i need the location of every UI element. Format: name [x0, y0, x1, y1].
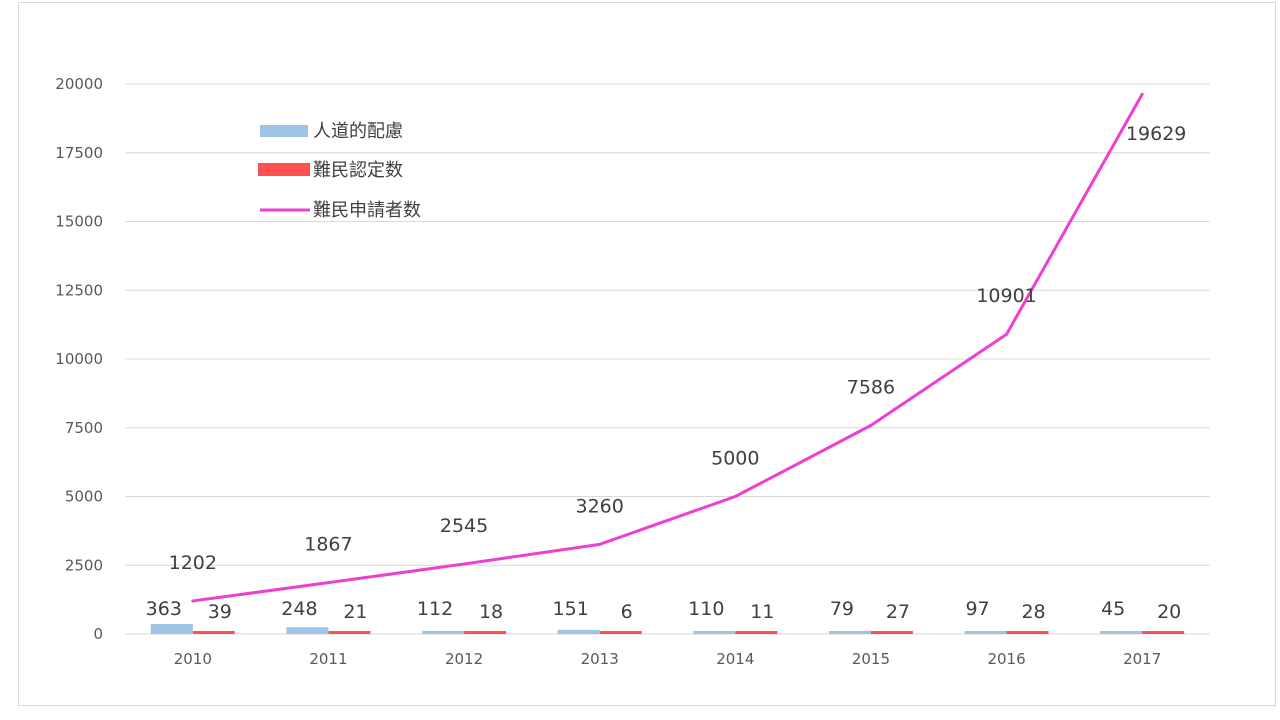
data-label-applicants: 10901 — [976, 285, 1036, 307]
data-label-humanitarian: 79 — [830, 598, 854, 620]
y-tick-label: 7500 — [65, 419, 103, 437]
line-point-applicants — [191, 599, 195, 603]
bar-recognized — [328, 631, 371, 634]
data-label-humanitarian: 110 — [688, 598, 724, 620]
data-label-recognized: 11 — [750, 601, 774, 623]
data-label-applicants: 1867 — [304, 534, 352, 556]
data-label-applicants: 19629 — [1126, 123, 1186, 145]
line-point-applicants — [733, 495, 737, 498]
data-label-recognized: 39 — [208, 601, 232, 623]
x-tick-label: 2010 — [174, 650, 212, 668]
bar-recognized — [1006, 631, 1049, 634]
data-label-humanitarian: 97 — [965, 598, 989, 620]
data-label-humanitarian: 45 — [1101, 598, 1125, 620]
legend-item-applicants: 難民申請者数 — [260, 200, 421, 221]
data-label-applicants: 3260 — [576, 495, 624, 517]
line-point-applicants — [326, 581, 330, 585]
data-label-recognized: 20 — [1157, 601, 1181, 623]
bar-humanitarian — [964, 631, 1007, 634]
data-label-applicants: 5000 — [711, 448, 759, 470]
legend-label-humanitarian: 人道的配慮 — [313, 121, 403, 142]
data-label-humanitarian: 363 — [146, 598, 182, 620]
data-label-recognized: 21 — [343, 601, 367, 623]
data-label-recognized: 27 — [886, 601, 910, 623]
bar-recognized — [464, 631, 507, 634]
legend: 人道的配慮 難民認定数 難民申請者数 — [258, 121, 421, 221]
legend-swatch-humanitarian — [260, 125, 308, 137]
bar-recognized — [1142, 631, 1185, 634]
legend-label-recognized: 難民認定数 — [313, 160, 403, 181]
bar-humanitarian — [150, 624, 193, 634]
line-point-applicants — [598, 542, 602, 546]
y-tick-label: 15000 — [55, 213, 103, 231]
y-tick-label: 0 — [93, 625, 103, 643]
legend-item-humanitarian: 人道的配慮 — [260, 121, 403, 142]
data-labels: 363 248 112 151 110 79 97 45 39 21 18 6 11 27 28 20 1202… — [146, 123, 1187, 623]
x-tick-label: 2013 — [581, 650, 619, 668]
x-tick-label: 2014 — [716, 650, 754, 668]
legend-item-recognized: 難民認定数 — [258, 160, 403, 181]
data-label-applicants: 7586 — [847, 376, 895, 398]
line-point-applicants — [1005, 332, 1009, 336]
x-tick-label: 2017 — [1123, 650, 1161, 668]
y-tick-label: 10000 — [55, 350, 103, 368]
bar-humanitarian — [557, 629, 600, 634]
bar-series — [150, 624, 1185, 634]
y-tick-label: 2500 — [65, 556, 103, 574]
bar-humanitarian — [828, 631, 871, 634]
data-label-recognized: 18 — [479, 601, 503, 623]
bar-humanitarian — [1100, 631, 1143, 634]
bar-humanitarian — [286, 627, 329, 634]
data-label-humanitarian: 248 — [281, 598, 317, 620]
data-label-recognized: 28 — [1021, 601, 1045, 623]
bar-humanitarian — [422, 630, 465, 634]
x-axis-tick-labels: 2010 2011 2012 2013 2014 2015 2016 2017 — [174, 650, 1162, 668]
x-tick-label: 2012 — [445, 650, 483, 668]
data-label-humanitarian: 151 — [553, 598, 589, 620]
y-tick-label: 12500 — [55, 281, 103, 299]
y-axis-tick-labels: 0 2500 5000 7500 10000 12500 15000 17500 20000 — [55, 75, 103, 643]
x-tick-label: 2015 — [852, 650, 890, 668]
data-label-applicants: 1202 — [169, 552, 217, 574]
data-label-applicants: 2545 — [440, 515, 488, 537]
x-tick-label: 2011 — [309, 650, 347, 668]
line-point-applicants — [1140, 92, 1144, 96]
line-applicants — [192, 93, 1144, 603]
y-tick-label: 17500 — [55, 144, 103, 162]
data-label-recognized: 6 — [621, 601, 633, 623]
y-tick-label: 20000 — [55, 75, 103, 93]
line-point-applicants — [869, 423, 873, 427]
legend-swatch-recognized — [258, 163, 310, 176]
bar-recognized — [599, 631, 642, 634]
y-tick-label: 5000 — [65, 488, 103, 506]
bar-recognized — [192, 631, 235, 634]
bar-recognized — [870, 631, 913, 634]
chart-frame — [18, 2, 1276, 706]
line-point-applicants — [462, 562, 466, 566]
legend-label-applicants: 難民申請者数 — [313, 200, 421, 221]
bar-recognized — [735, 631, 778, 634]
x-tick-label: 2016 — [987, 650, 1025, 668]
bar-humanitarian — [693, 630, 736, 634]
data-label-humanitarian: 112 — [417, 598, 453, 620]
line-series — [191, 92, 1144, 603]
